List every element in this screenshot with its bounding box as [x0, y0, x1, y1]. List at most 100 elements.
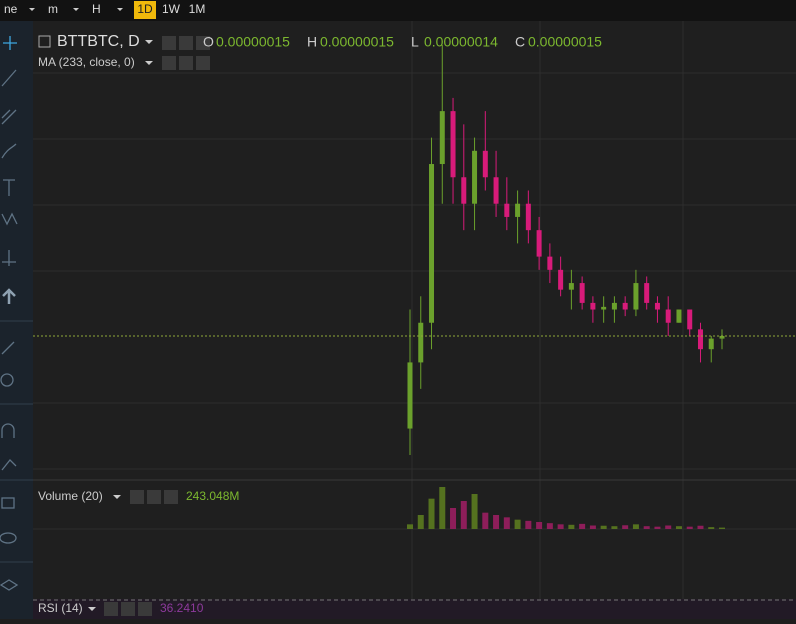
collapse-box	[38, 35, 51, 48]
ohlc-label: L	[411, 34, 419, 50]
volume-bar	[503, 517, 510, 529]
zoom-icon	[0, 373, 14, 387]
pane-button[interactable]	[130, 490, 144, 504]
fib-icon	[1, 109, 17, 125]
volume-bar	[568, 524, 575, 529]
plot-area	[33, 21, 796, 619]
candle-body	[644, 283, 650, 303]
candle-body	[611, 302, 617, 310]
rsi-pane	[33, 599, 796, 619]
ohlc-value: 0.00000014	[424, 34, 498, 50]
candle-body	[622, 302, 628, 310]
candle-body	[579, 283, 585, 303]
magnet-icon	[1, 423, 15, 438]
timeframe-button-bg[interactable]	[134, 1, 156, 19]
volume-bar	[611, 526, 618, 529]
pane-button[interactable]	[162, 56, 176, 70]
pane-button[interactable]	[179, 36, 193, 50]
ohlc-value: 0.00000015	[216, 34, 290, 50]
volume-bar	[719, 527, 725, 529]
volume-bar	[665, 525, 672, 529]
pane-button[interactable]	[196, 56, 210, 70]
volume-bar	[632, 524, 639, 529]
volume-bar	[589, 525, 596, 529]
volume-bar	[493, 515, 500, 529]
volume-bar	[407, 524, 413, 529]
ohlc-label: C	[515, 34, 525, 50]
candle-body	[504, 203, 510, 217]
layers-icon	[0, 579, 19, 591]
dropdown-arrow	[88, 607, 96, 611]
candle-body	[429, 164, 435, 323]
volume-bar	[579, 523, 586, 529]
pane-button[interactable]	[196, 36, 210, 50]
pane-button[interactable]	[179, 56, 193, 70]
candle-body	[601, 306, 607, 310]
timeframe-button[interactable]: ne	[4, 2, 18, 16]
candle-body	[590, 302, 596, 310]
candle-body	[439, 111, 445, 165]
volume-bar	[643, 526, 650, 529]
volume-bar	[460, 501, 467, 529]
candle-body	[493, 177, 499, 204]
volume-bar	[686, 526, 693, 529]
candle-body	[536, 230, 542, 257]
volume-bar	[525, 520, 532, 529]
candle-body	[482, 150, 488, 178]
pane-button[interactable]	[147, 490, 161, 504]
volume-bar	[654, 526, 661, 529]
volume-value: 243.048M	[186, 489, 239, 503]
volume-bar	[482, 512, 489, 529]
pane-button[interactable]	[138, 602, 152, 616]
ohlc-label: H	[307, 34, 317, 50]
volume-label: Volume (20)	[38, 489, 103, 503]
sidebar	[0, 21, 33, 619]
line-icon	[1, 69, 17, 87]
volume-bar	[428, 498, 435, 529]
volume-bar	[417, 515, 424, 529]
lock-icon	[1, 497, 15, 509]
candle-body	[558, 269, 564, 290]
candle-body	[654, 302, 660, 310]
pane-button[interactable]	[104, 602, 118, 616]
candle-body	[547, 256, 553, 270]
candle-body	[461, 177, 467, 204]
crosshair-icon	[3, 36, 17, 50]
candle-body	[676, 309, 682, 323]
rsi-value: 36.2410	[160, 601, 204, 615]
timeframe-button[interactable]: H	[92, 2, 101, 16]
ohlc-value: 0.00000015	[528, 34, 602, 50]
volume-bar	[450, 508, 457, 529]
timeframe-button[interactable]: 1D	[137, 2, 153, 16]
sidebar-separators	[0, 320, 33, 563]
candle-body	[633, 283, 639, 310]
arrow-icon	[2, 288, 16, 304]
timeframe-button[interactable]: m	[48, 2, 58, 16]
candle-body	[697, 329, 703, 350]
dropdown-arrow	[117, 8, 123, 11]
candle-body	[568, 283, 574, 290]
toolbar	[0, 0, 796, 21]
pattern-icon	[1, 212, 18, 226]
timeframe-button[interactable]: 1M	[189, 2, 206, 16]
volume-bar	[439, 487, 446, 529]
candle-body	[525, 203, 531, 231]
indicator-label: MA (233, close, 0)	[38, 55, 135, 69]
pane-button[interactable]	[162, 36, 176, 50]
lock-draw-icon	[1, 459, 17, 471]
rsi-label: RSI (14)	[38, 601, 83, 615]
candle-body	[472, 150, 478, 204]
text-icon	[3, 179, 15, 196]
pane-button[interactable]	[164, 490, 178, 504]
pane-button[interactable]	[121, 602, 135, 616]
volume-bar	[697, 525, 704, 529]
brush-icon	[1, 143, 17, 159]
timeframe-button[interactable]: 1W	[162, 2, 181, 16]
dropdown-arrow	[73, 8, 79, 11]
candle-body	[450, 111, 456, 178]
candle-body	[418, 322, 424, 363]
